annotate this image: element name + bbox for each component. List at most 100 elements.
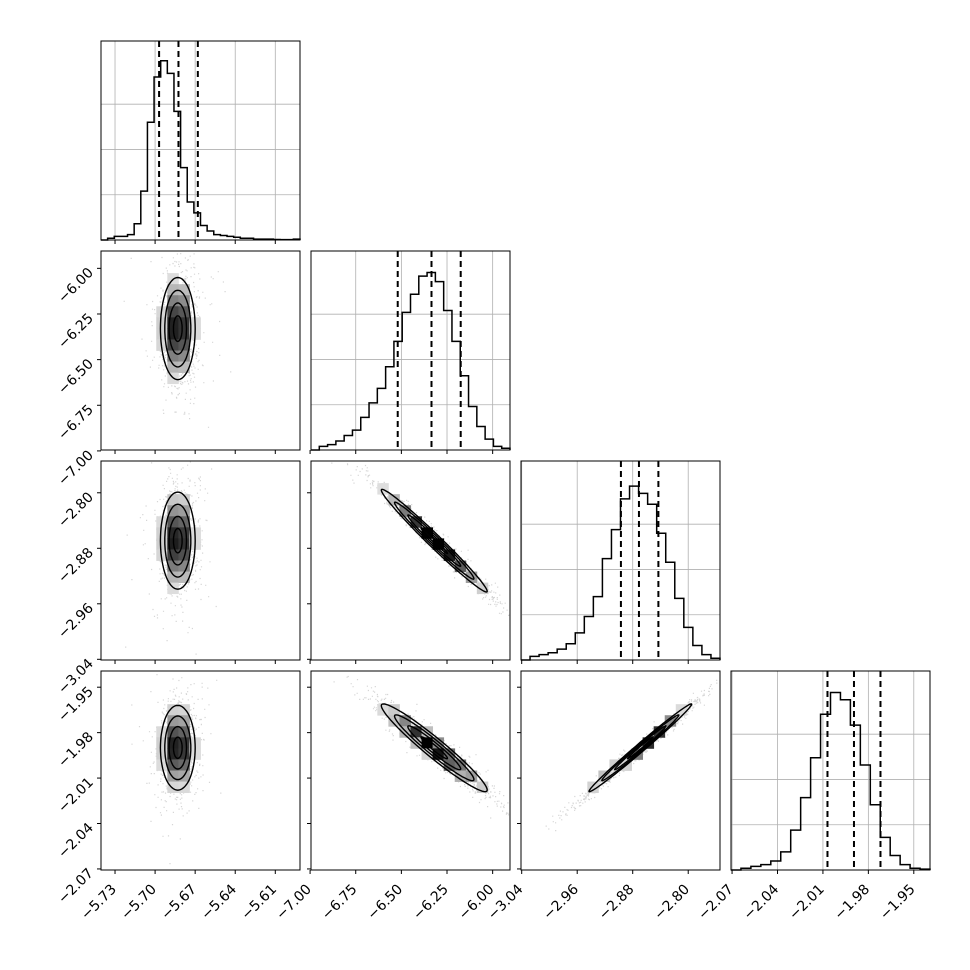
density-layer bbox=[123, 251, 718, 865]
density-cell bbox=[178, 759, 190, 771]
y-tick-label: −6.50 bbox=[55, 356, 97, 398]
density-cell bbox=[178, 350, 190, 362]
density-cell bbox=[167, 328, 179, 340]
y-tick-label: −2.01 bbox=[55, 775, 97, 817]
x-tick-label: −5.64 bbox=[198, 881, 240, 923]
density-cell bbox=[167, 549, 179, 561]
density-cell bbox=[167, 582, 179, 595]
contour-level bbox=[159, 704, 196, 791]
x-tick-label: −2.04 bbox=[741, 881, 783, 923]
density-cell bbox=[178, 527, 190, 539]
density-cell bbox=[443, 549, 456, 561]
x-tick-label: −6.50 bbox=[365, 882, 407, 924]
histogram-0 bbox=[101, 59, 301, 241]
histogram-1 bbox=[311, 271, 511, 451]
x-tick-label: −5.61 bbox=[238, 882, 280, 924]
panel-1-3 bbox=[333, 671, 510, 819]
density-cell bbox=[178, 748, 190, 760]
panel-0-1 bbox=[123, 251, 232, 428]
contour-level bbox=[600, 714, 680, 782]
contour-fill bbox=[381, 489, 487, 592]
density-cell bbox=[432, 737, 445, 749]
density-cell bbox=[167, 284, 179, 296]
density-cell bbox=[167, 781, 179, 794]
density-cell bbox=[178, 361, 190, 374]
density-cell bbox=[167, 361, 179, 374]
density-cell bbox=[156, 748, 168, 760]
density-cell bbox=[156, 328, 168, 340]
panel-1-2 bbox=[331, 461, 510, 616]
density-cell bbox=[410, 737, 422, 749]
contour-fill bbox=[381, 704, 487, 792]
x-tick-label: −2.80 bbox=[651, 882, 693, 924]
contour-level bbox=[407, 514, 462, 568]
histogram-3 bbox=[731, 691, 931, 871]
density-cell bbox=[388, 715, 400, 727]
density-cell bbox=[399, 505, 411, 517]
contour-level bbox=[172, 315, 183, 343]
contour-level bbox=[168, 302, 188, 355]
contour-level bbox=[380, 703, 488, 793]
contour-level bbox=[420, 736, 449, 760]
density-cell bbox=[587, 781, 599, 794]
density-cell bbox=[156, 538, 168, 550]
x-tick-label: −5.70 bbox=[118, 882, 160, 924]
density-cell bbox=[178, 538, 190, 550]
density-cell bbox=[476, 582, 489, 595]
density-cell bbox=[167, 527, 179, 539]
y-tick-label: −6.25 bbox=[55, 311, 97, 353]
density-cell bbox=[167, 770, 179, 782]
density-cell bbox=[178, 516, 190, 528]
density-cell bbox=[178, 560, 190, 572]
density-cell bbox=[167, 715, 179, 727]
density-cell bbox=[178, 571, 190, 584]
y-tick-label: −2.88 bbox=[55, 545, 97, 587]
density-cell bbox=[167, 726, 179, 738]
contour-level bbox=[164, 715, 192, 781]
density-cell bbox=[178, 505, 190, 517]
density-cell bbox=[421, 726, 434, 738]
x-tick-label: −6.25 bbox=[410, 882, 452, 924]
contour-fill bbox=[589, 704, 692, 792]
density-cell bbox=[167, 737, 179, 749]
contour-level bbox=[613, 725, 667, 771]
panel-2-3 bbox=[545, 679, 718, 832]
marks-layer bbox=[101, 41, 931, 871]
density-cell bbox=[156, 527, 168, 539]
x-tick-label: −6.75 bbox=[319, 882, 361, 924]
panel-0-3 bbox=[131, 671, 222, 865]
density-cell bbox=[178, 737, 190, 749]
density-cell bbox=[167, 516, 179, 528]
contour-level bbox=[172, 736, 183, 760]
x-tick-label: −1.95 bbox=[877, 882, 919, 924]
y-tick-label: −1.98 bbox=[55, 729, 97, 771]
contour-level bbox=[393, 714, 475, 782]
density-cell bbox=[653, 726, 666, 738]
y-tick-label: −7.00 bbox=[55, 447, 97, 489]
x-tick-label: −2.96 bbox=[540, 881, 582, 923]
contour-level bbox=[626, 736, 655, 760]
density-cell bbox=[167, 571, 179, 584]
contour-level bbox=[159, 276, 196, 381]
density-cell bbox=[388, 494, 400, 506]
panel-frame bbox=[100, 670, 301, 871]
panel-frame bbox=[310, 250, 511, 451]
density-cell bbox=[167, 494, 179, 506]
panel-frame bbox=[310, 670, 511, 871]
density-cell bbox=[178, 284, 190, 296]
density-cell bbox=[664, 715, 677, 727]
density-cell bbox=[167, 317, 179, 329]
density-cell bbox=[410, 726, 422, 738]
panel-frame bbox=[310, 460, 511, 661]
contour-level bbox=[393, 501, 475, 580]
y-tick-label: −6.75 bbox=[55, 402, 97, 444]
density-cell bbox=[167, 339, 179, 351]
panel-frame bbox=[520, 460, 721, 661]
density-cell bbox=[178, 295, 190, 307]
y-tick-label: −2.04 bbox=[55, 820, 97, 862]
x-tick-label: −7.00 bbox=[273, 882, 315, 924]
density-cell bbox=[465, 770, 478, 782]
contour-level bbox=[159, 491, 196, 590]
density-cell bbox=[167, 704, 179, 716]
